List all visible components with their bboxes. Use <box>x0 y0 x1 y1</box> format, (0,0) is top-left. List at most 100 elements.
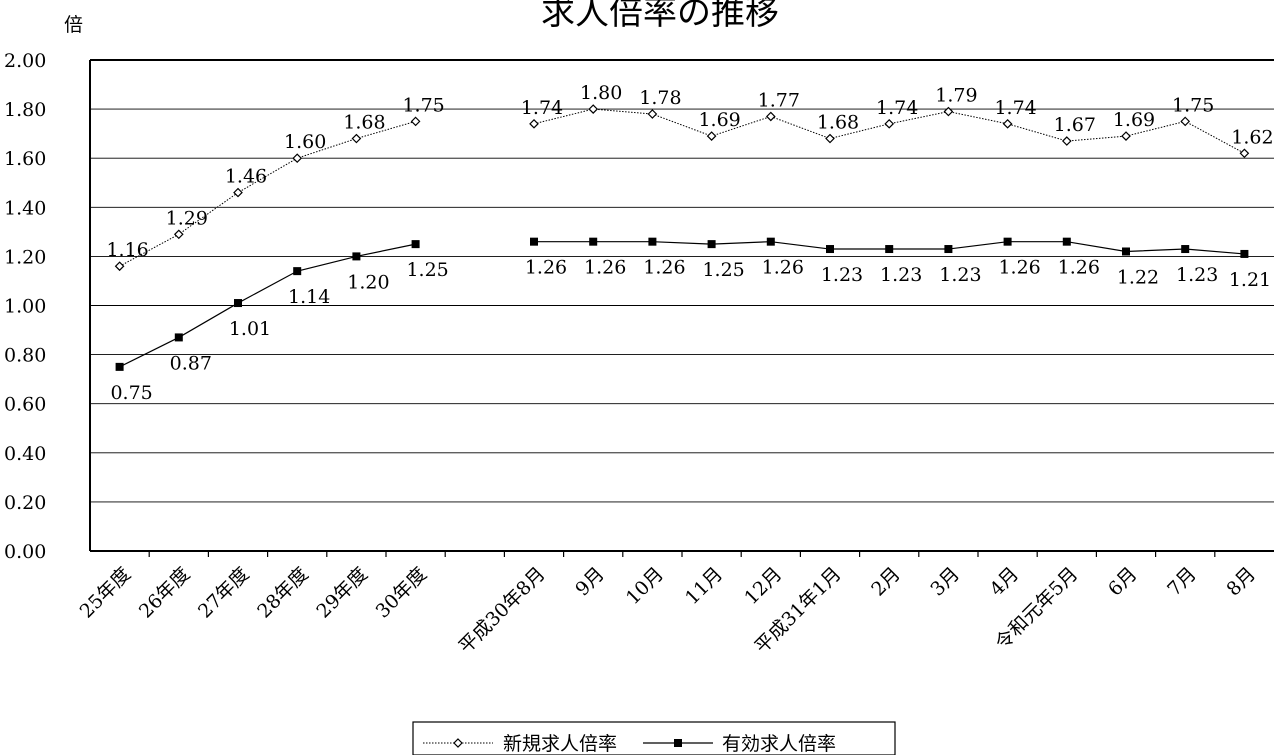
data-point-active-openings <box>234 299 242 308</box>
legend-label-new-openings: 新規求人倍率 <box>503 733 617 755</box>
series-line-new-openings <box>119 120 416 267</box>
data-label-new-openings: 1.60 <box>284 131 326 153</box>
data-label-active-openings: 0.75 <box>110 382 152 404</box>
data-point-new-openings <box>765 111 776 122</box>
data-label-active-openings: 1.26 <box>584 257 626 279</box>
data-point-active-openings <box>1003 237 1012 246</box>
data-point-new-openings <box>114 261 125 272</box>
data-point-active-openings <box>352 252 361 261</box>
y-tick-label: 0.00 <box>4 541 46 563</box>
data-point-active-openings <box>944 245 953 254</box>
data-label-active-openings: 1.22 <box>1117 266 1159 288</box>
y-axis-unit-label: 倍 <box>64 14 83 36</box>
data-point-new-openings <box>1002 118 1013 129</box>
data-label-new-openings: 1.80 <box>580 82 622 104</box>
data-label-active-openings: 1.20 <box>347 271 389 293</box>
data-point-active-openings <box>293 267 302 276</box>
y-axis-ticks: 0.00 0.20 0.40 0.60 0.80 1.00 1.20 1.40 1.60 1.80… <box>4 50 46 563</box>
data-point-new-openings <box>825 133 835 144</box>
data-label-active-openings: 1.23 <box>1176 264 1218 286</box>
x-tick-label: 3月 <box>926 563 964 601</box>
data-point-active-openings <box>115 362 124 371</box>
data-label-active-openings: 1.26 <box>1058 257 1100 279</box>
data-point-new-openings <box>588 104 599 114</box>
data-label-new-openings: 1.29 <box>166 207 208 229</box>
data-label-active-openings: 1.25 <box>406 259 448 281</box>
chart-title: 求人倍率の推移 <box>541 0 779 33</box>
y-tick-label: 0.40 <box>4 443 46 465</box>
data-label-active-openings: 1.14 <box>288 286 330 308</box>
y-tick-label: 1.40 <box>4 197 46 219</box>
x-tick-label: 9月 <box>571 563 609 601</box>
data-label-active-openings: 1.23 <box>821 264 863 286</box>
data-label-new-openings: 1.78 <box>639 87 681 109</box>
data-labels-active-openings: 0.75 0.87 1.01 1.14 1.20 1.25 1.26 1.26 1.26 1.25… <box>110 257 1271 404</box>
data-point-new-openings <box>1121 131 1131 141</box>
gridlines <box>90 59 1274 503</box>
y-tick-label: 2.00 <box>4 50 46 72</box>
data-point-active-openings <box>174 333 183 342</box>
data-point-active-openings <box>707 240 716 249</box>
data-label-active-openings: 1.26 <box>643 257 685 279</box>
x-tick-label: 8月 <box>1222 563 1260 601</box>
data-label-active-openings: 0.87 <box>170 352 212 374</box>
data-label-new-openings: 1.62 <box>1231 126 1273 148</box>
data-point-new-openings <box>292 153 303 164</box>
data-label-new-openings: 1.67 <box>1054 114 1096 136</box>
data-point-active-openings <box>1062 237 1071 246</box>
legend-label-active-openings: 有効求人倍率 <box>722 733 836 755</box>
data-point-active-openings <box>826 245 834 254</box>
data-label-new-openings: 1.74 <box>994 97 1036 119</box>
data-point-new-openings <box>884 118 895 129</box>
data-point-new-openings <box>1239 148 1250 159</box>
x-tick-label: 27年度 <box>194 563 254 623</box>
data-point-new-openings <box>529 118 539 129</box>
data-point-active-openings <box>1240 249 1249 258</box>
data-label-active-openings: 1.23 <box>880 264 922 286</box>
data-label-new-openings: 1.69 <box>1113 109 1155 131</box>
data-label-active-openings: 1.23 <box>939 264 981 286</box>
data-point-active-openings <box>885 245 894 254</box>
data-point-new-openings <box>1180 116 1191 127</box>
x-tick-label: 2月 <box>867 563 905 601</box>
data-labels-new-openings: 1.16 1.29 1.46 1.60 1.68 1.75 1.74 1.80 1.78 1.69… <box>106 82 1273 261</box>
data-point-active-openings <box>530 237 538 246</box>
data-point-active-openings <box>589 237 598 246</box>
legend-marker-active-openings <box>674 739 682 747</box>
legend-box <box>412 721 896 755</box>
data-label-active-openings: 1.25 <box>702 259 744 281</box>
data-label-new-openings: 1.74 <box>876 97 918 119</box>
data-point-active-openings <box>411 240 420 249</box>
y-tick-label: 1.00 <box>4 296 46 318</box>
data-label-new-openings: 1.46 <box>225 166 267 188</box>
series-line-active-openings <box>119 243 416 368</box>
data-label-new-openings: 1.77 <box>758 89 800 111</box>
x-tick-label: 6月 <box>1104 563 1142 601</box>
data-point-active-openings <box>1181 245 1190 254</box>
data-point-new-openings <box>410 116 421 127</box>
data-label-new-openings: 1.68 <box>343 112 385 134</box>
y-tick-label: 1.80 <box>4 99 46 121</box>
data-point-new-openings <box>647 109 658 119</box>
y-tick-label: 0.80 <box>4 345 46 367</box>
x-tick-label: 11月 <box>681 563 727 609</box>
data-point-active-openings <box>648 237 657 246</box>
data-point-active-openings <box>766 237 775 246</box>
data-label-active-openings: 1.26 <box>998 257 1040 279</box>
data-point-active-openings <box>1122 247 1130 256</box>
data-label-active-openings: 1.26 <box>525 257 567 279</box>
x-tick-label: 28年度 <box>253 563 313 623</box>
data-point-new-openings <box>173 229 184 240</box>
y-tick-label: 1.60 <box>4 148 46 170</box>
data-label-active-openings: 1.21 <box>1229 269 1271 291</box>
x-tick-label: 12月 <box>740 563 786 609</box>
y-tick-label: 0.60 <box>4 394 46 416</box>
axes <box>89 59 1274 552</box>
x-tick-label: 25年度 <box>76 563 136 623</box>
data-label-new-openings: 1.79 <box>935 85 977 107</box>
y-tick-label: 1.20 <box>4 246 46 268</box>
data-point-new-openings <box>233 187 243 198</box>
x-tick-label: 26年度 <box>135 563 195 623</box>
data-label-new-openings: 1.16 <box>106 239 148 261</box>
